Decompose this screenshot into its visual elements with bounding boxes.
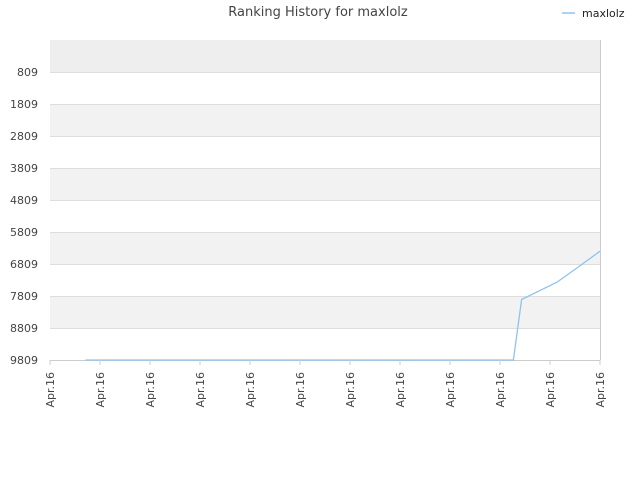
y-tick-label: 2809: [10, 130, 38, 143]
y-tick-label: 5809: [10, 226, 38, 239]
x-axis-ticks: Apr.16 Apr.16 Apr.16 Apr.16 Apr.16 Apr.16 Apr.…: [44, 360, 607, 408]
plot-band: [50, 72, 600, 104]
x-tick-label: Apr.16: [394, 372, 407, 408]
legend-label: maxlolz: [582, 7, 625, 20]
x-tick-label: Apr.16: [94, 372, 107, 408]
series-line-maxlolz: [85, 250, 601, 361]
plot-bands: [50, 40, 600, 360]
y-tick-label: 9809: [10, 354, 38, 367]
x-tick-label: Apr.16: [194, 372, 207, 408]
plot-band: [50, 232, 600, 264]
x-tick-label: Apr.16: [44, 372, 57, 408]
y-tick-label: 6809: [10, 258, 38, 271]
y-tick-label: 4809: [10, 194, 38, 207]
x-tick-label: Apr.16: [594, 372, 607, 408]
y-tick-label: 1809: [10, 98, 38, 111]
y-tick-label: 809: [17, 66, 38, 79]
y-tick-label: 7809: [10, 290, 38, 303]
plot-band: [50, 264, 600, 296]
plot-band: [50, 200, 600, 232]
x-tick-label: Apr.16: [294, 372, 307, 408]
x-tick-label: Apr.16: [494, 372, 507, 408]
x-tick-label: Apr.16: [344, 372, 357, 408]
plot-band: [50, 136, 600, 168]
x-tick-label: Apr.16: [144, 372, 157, 408]
x-tick-label: Apr.16: [444, 372, 457, 408]
legend[interactable]: maxlolz: [562, 7, 625, 20]
x-tick-label: Apr.16: [244, 372, 257, 408]
plot-band: [50, 328, 600, 360]
chart-title: Ranking History for maxlolz: [228, 5, 408, 20]
plot-band: [50, 104, 600, 136]
x-tick-label: Apr.16: [544, 372, 557, 408]
plot-band: [50, 296, 600, 328]
y-tick-label: 3809: [10, 162, 38, 175]
plot-band: [50, 168, 600, 200]
series-layer: [85, 250, 601, 361]
y-tick-label: 8809: [10, 322, 38, 335]
y-axis-ticks: 809 1809 2809 3809 4809 5809 6809 7809 8809 9809: [10, 66, 38, 367]
plot-band: [50, 40, 600, 72]
